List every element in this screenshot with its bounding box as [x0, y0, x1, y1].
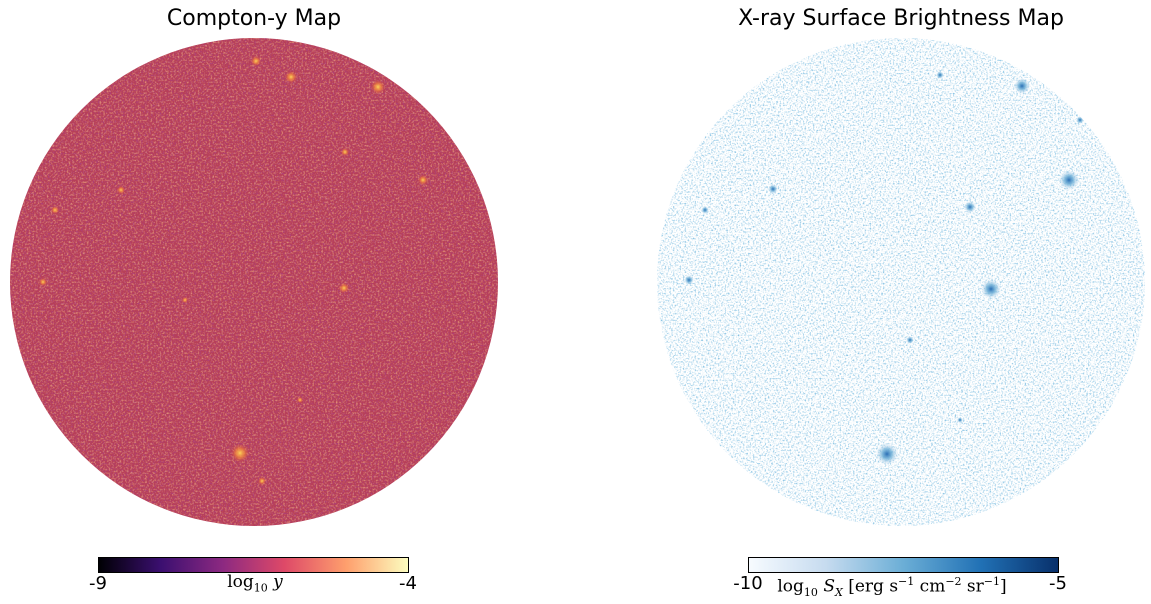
compton-y-bright-source: [285, 71, 297, 83]
xray-bright-source: [981, 279, 1001, 299]
compton-y-bright-source: [297, 397, 303, 403]
compton-y-bright-source: [418, 175, 428, 185]
xray-colorbar-min: -10: [733, 573, 763, 594]
compton-y-bright-source: [251, 56, 261, 66]
xray-bright-source: [906, 336, 914, 344]
compton-y-bright-source: [339, 283, 349, 293]
xray-colorbar-label: log10 SX [erg s−1 cm−2 sr−1]: [777, 575, 1007, 600]
compton-y-bright-source: [39, 278, 47, 286]
xray-bright-source: [1059, 170, 1079, 190]
compton-y-colorbar-label: log10 y: [227, 572, 283, 595]
compton-y-colorbar: [98, 557, 409, 573]
xray-sky-disk: [657, 38, 1145, 526]
compton-y-map-title: Compton-y Map: [166, 6, 342, 31]
compton-y-bright-source: [51, 206, 59, 214]
xray-map-title: X-ray Surface Brightness Map: [738, 6, 1064, 31]
xray-bright-source: [964, 201, 976, 213]
xray-bright-source: [876, 443, 898, 465]
compton-y-bright-source: [117, 186, 125, 194]
compton-y-colorbar-gradient: [99, 558, 408, 572]
xray-colorbar-gradient: [749, 558, 1058, 572]
compton-y-bright-source: [182, 297, 188, 303]
xray-bright-source: [684, 275, 694, 285]
compton-y-colorbar-min: -9: [89, 573, 107, 594]
xray-bright-source: [701, 206, 709, 214]
xray-bright-source: [1014, 78, 1030, 94]
xray-bright-source: [768, 184, 778, 194]
xray-bright-source: [1076, 116, 1084, 124]
xray-colorbar: [748, 557, 1059, 573]
compton-y-bright-source: [231, 444, 249, 462]
xray-bright-source: [957, 417, 963, 423]
compton-y-colorbar-max: -4: [399, 573, 417, 594]
xray-bright-source: [936, 71, 944, 79]
compton-y-bright-source: [258, 477, 266, 485]
xray-colorbar-max: -5: [1049, 573, 1067, 594]
compton-y-bright-source: [341, 148, 349, 156]
compton-y-bright-source: [371, 80, 385, 94]
compton-y-sky-disk: [10, 38, 498, 526]
